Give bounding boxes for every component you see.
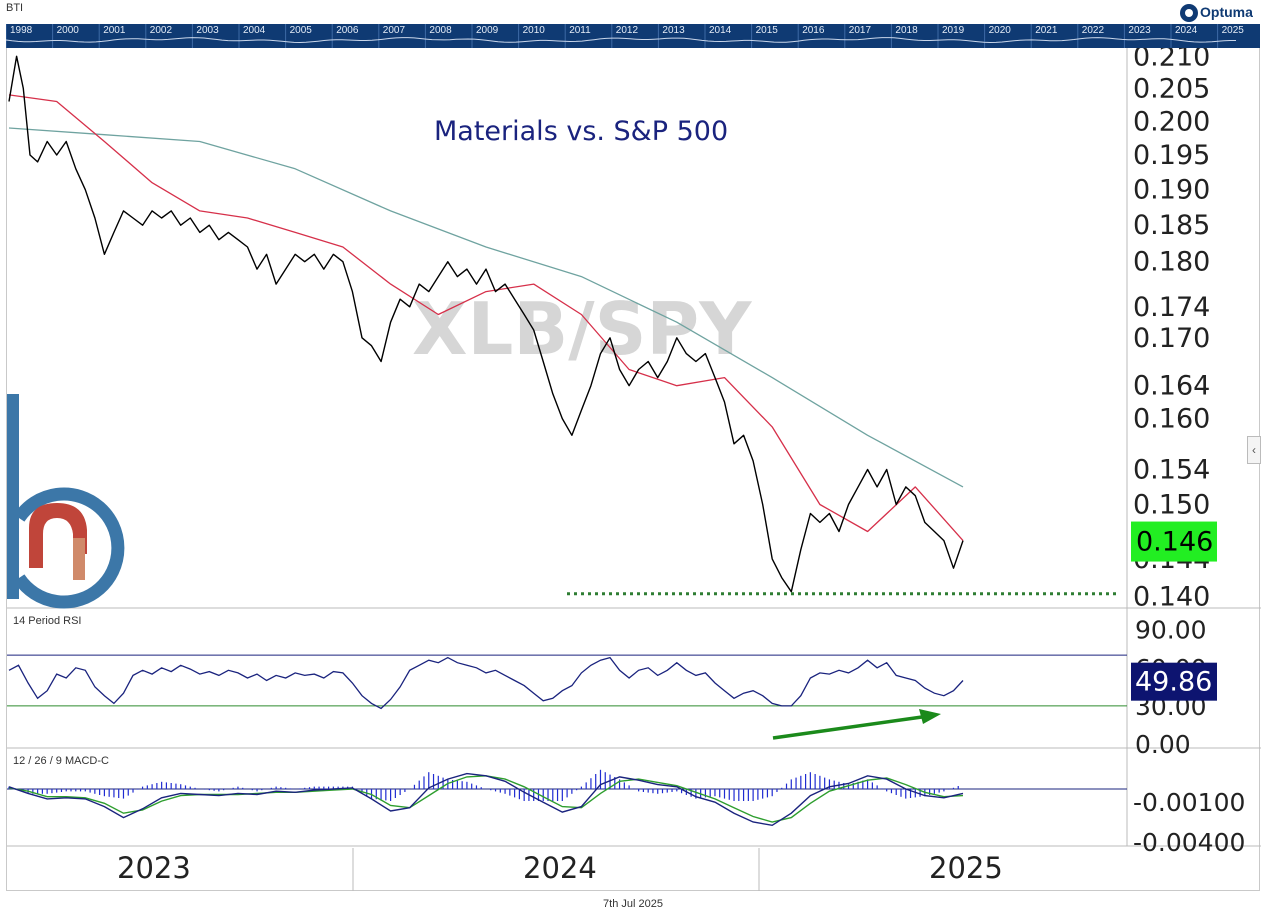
x-axis-year-label: 2023 xyxy=(117,851,191,885)
timeline-year-label[interactable]: 2021 xyxy=(1035,25,1058,36)
price-axis-tick: 0.205 xyxy=(1133,73,1210,104)
timeline-year-label[interactable]: 2017 xyxy=(848,25,872,36)
macd-axis-tick: -0.00100 xyxy=(1133,788,1245,817)
price-axis-tick: 0.164 xyxy=(1133,371,1210,402)
logo-letter-shape xyxy=(29,503,87,568)
price-axis-tick: 0.140 xyxy=(1133,581,1210,612)
timeline-year-label[interactable]: 2020 xyxy=(988,25,1011,36)
price-axis-tick: 0.170 xyxy=(1133,323,1210,354)
x-axis-year-label: 2025 xyxy=(929,851,1003,885)
rsi-panel-label: 14 Period RSI xyxy=(13,615,81,627)
optuma-logo: Optuma xyxy=(1180,4,1253,23)
rsi-axis-tick: 90.00 xyxy=(1135,616,1207,645)
timeline-year-label[interactable]: 2025 xyxy=(1221,25,1244,36)
price-axis-tick: 0.200 xyxy=(1133,106,1210,137)
timeline-year-label[interactable]: 2001 xyxy=(103,25,126,36)
expand-panel-chevron-icon[interactable]: ‹ xyxy=(1247,436,1261,464)
price-axis-tick: 0.174 xyxy=(1133,292,1210,323)
timeline-year-label[interactable]: 2013 xyxy=(662,25,685,36)
symbol-label: BTI xyxy=(6,2,24,14)
price-axis-tick: 0.195 xyxy=(1133,140,1210,171)
timeline-year-label[interactable]: 2004 xyxy=(243,25,266,36)
price-axis-tick: 0.190 xyxy=(1133,175,1210,206)
price-axis-tick: 0.210 xyxy=(1133,48,1210,72)
rsi-line xyxy=(8,656,964,710)
last-price-box xyxy=(1131,521,1217,562)
timeline-year-label[interactable]: 2014 xyxy=(709,25,732,36)
timeline-year-label[interactable]: 2012 xyxy=(615,25,639,36)
timeline-year-label[interactable]: 2006 xyxy=(336,25,359,36)
timeline-year-label[interactable]: 2024 xyxy=(1175,25,1198,36)
timeline-sparkline-path xyxy=(6,37,1236,44)
divergence-arrow-shaft xyxy=(772,715,923,740)
timeline-year-label[interactable]: 2002 xyxy=(149,25,173,36)
x-axis-year-label: 2024 xyxy=(523,851,597,885)
footer-date: 7th Jul 2025 xyxy=(603,898,663,910)
timeline-year-label[interactable]: 2019 xyxy=(942,25,965,36)
rsi-axis-tick: 0.00 xyxy=(1135,730,1191,759)
price-axis-tick: 0.180 xyxy=(1133,247,1210,278)
last-price-value: 0.146 xyxy=(1136,527,1213,558)
timeline-year-label[interactable]: 2007 xyxy=(382,25,406,36)
series-line-price xyxy=(8,55,964,593)
logo-arc-shape xyxy=(13,487,125,609)
macd-axis-tick: -0.00400 xyxy=(1133,828,1245,857)
brand-logo-icon xyxy=(7,394,125,609)
timeline-year-label[interactable]: 2009 xyxy=(476,25,499,36)
timeline-navigator[interactable]: 1998 2000 2001 2002 2003 2004 2005 2006 2007 2008… xyxy=(6,24,1260,48)
series-line-ma_short xyxy=(8,94,964,542)
timeline-year-label[interactable]: 2016 xyxy=(802,25,825,36)
timeline-year-label[interactable]: 2023 xyxy=(1128,25,1151,36)
timeline-year-label[interactable]: 2005 xyxy=(289,25,312,36)
macd-line xyxy=(8,772,964,827)
price-axis-tick: 0.185 xyxy=(1133,210,1210,241)
timeline-year-label[interactable]: 2008 xyxy=(429,25,452,36)
timeline-sparkline xyxy=(6,24,1236,48)
rsi-value-box xyxy=(1131,662,1217,701)
price-axis-tick: 0.150 xyxy=(1133,490,1210,521)
chart-watermark: XLB/SPY xyxy=(412,287,752,371)
divergence-arrowhead-icon xyxy=(919,709,941,724)
chart-title: Materials vs. S&P 500 xyxy=(434,116,728,147)
optuma-mark-icon xyxy=(1180,4,1198,23)
timeline-year-label[interactable]: 2015 xyxy=(755,25,778,36)
timeline-year-label[interactable]: 2022 xyxy=(1081,25,1105,36)
timeline-year-label[interactable]: 1998 xyxy=(10,25,33,36)
price-axis-tick: 0.160 xyxy=(1133,404,1210,435)
timeline-year-label[interactable]: 2010 xyxy=(522,25,545,36)
timeline-year-label[interactable]: 2000 xyxy=(56,25,79,36)
logo-bar-shape xyxy=(73,538,85,580)
timeline-year-label[interactable]: 2018 xyxy=(895,25,918,36)
brand-name: Optuma xyxy=(1200,4,1253,20)
timeline-year-label[interactable]: 2003 xyxy=(196,25,219,36)
timeline-year-label[interactable]: 2011 xyxy=(569,25,591,36)
price-axis-tick: 0.154 xyxy=(1133,454,1210,485)
rsi-value: 49.86 xyxy=(1135,667,1212,698)
macd-panel-label: 12 / 26 / 9 MACD-C xyxy=(13,755,109,767)
series-line-ma_long xyxy=(8,127,964,488)
logo-stem-shape xyxy=(7,394,19,599)
